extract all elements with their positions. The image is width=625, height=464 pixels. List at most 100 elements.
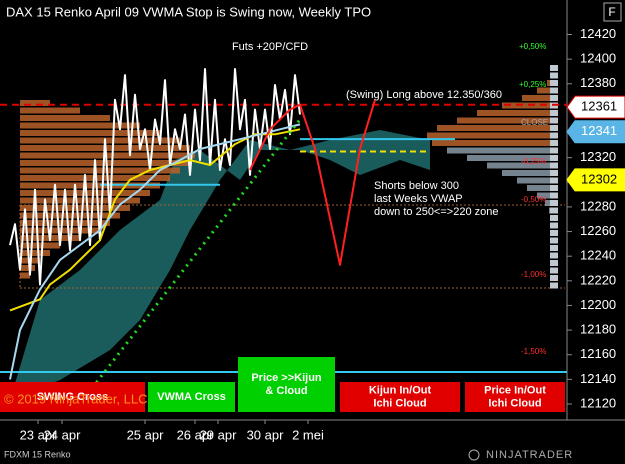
percent-label: -0,50%: [521, 195, 546, 204]
tpo-profile: [487, 162, 557, 169]
percent-label: -0,25%: [521, 157, 546, 166]
tpo-profile: [550, 230, 558, 236]
chart-title: DAX 15 Renko April 09 VWMA Stop is Swing…: [6, 4, 371, 19]
tpo-profile: [437, 125, 557, 131]
series-line: [9, 123, 301, 380]
tpo-profile: [550, 87, 558, 94]
x-tick-label: 24 apr: [44, 427, 82, 442]
price-marker-label: 12341: [581, 123, 617, 138]
tpo-profile: [550, 282, 558, 289]
tpo-profile: [550, 162, 558, 169]
series-line: [73, 118, 302, 412]
series-line: [249, 99, 376, 266]
signal-label: Kijun In/Out Ichi Cloud: [369, 384, 432, 409]
signal-label: Price >>Kijun & Cloud: [251, 372, 322, 397]
tpo-profile: [20, 197, 140, 204]
tpo-profile: [550, 267, 558, 274]
y-tick-label: 12320: [580, 149, 616, 164]
y-tick-label: 12240: [580, 248, 616, 263]
tpo-profile: [20, 137, 180, 144]
tpo-profile: [20, 190, 150, 196]
price-marker-label: 12302: [581, 171, 617, 186]
y-tick-label: 12220: [580, 272, 616, 287]
y-tick-label: 12180: [580, 322, 616, 337]
tpo-profile: [537, 87, 557, 94]
tpo-profile: [550, 245, 558, 251]
tpo-profile: [550, 80, 558, 86]
tpo-profile: [550, 110, 558, 116]
tpo-profile: [550, 207, 558, 214]
tpo-profile: [20, 227, 100, 234]
signal-box: [148, 382, 235, 412]
y-tick-label: 12120: [580, 395, 616, 410]
tpo-profile: [517, 177, 557, 184]
tpo-profile: [20, 182, 160, 189]
tpo-profile: [550, 95, 558, 101]
brand-logo: [468, 449, 480, 461]
percent-label: CLOSE: [521, 118, 548, 127]
tpo-profile: [550, 177, 558, 184]
x-tick-label: 30 apr: [247, 427, 285, 442]
tpo-profile: [522, 95, 557, 101]
x-tick-label: 25 apr: [127, 427, 165, 442]
series-line: [9, 68, 301, 286]
tpo-profile: [550, 125, 558, 131]
tpo-profile: [20, 205, 130, 211]
tpo-profile: [550, 192, 558, 199]
tpo-profile: [20, 115, 110, 121]
copyright: © 2019 NinjaTrader, LLC: [4, 391, 148, 406]
subtitle: Futs +20P/CFD: [232, 41, 308, 53]
percent-label: -1,50%: [521, 347, 546, 356]
tpo-profile: [20, 250, 50, 256]
signal-label: Price In/Out Ichi Cloud: [484, 384, 546, 409]
tpo-profile: [20, 152, 195, 159]
tpo-profile: [550, 132, 558, 139]
percent-label: +0,25%: [519, 80, 546, 89]
tpo-profile: [20, 220, 110, 226]
tpo-profile: [550, 147, 558, 154]
tpo-profile: [427, 132, 557, 139]
annotation: down to 250<=>220 zone: [374, 206, 498, 218]
signal-box: [465, 382, 565, 412]
tpo-profile: [550, 155, 558, 161]
x-tick-label: 2 mei: [292, 427, 324, 442]
tpo-profile: [20, 107, 80, 114]
tpo-profile: [477, 110, 557, 116]
instrument: FDXM 15 Renko: [4, 449, 71, 459]
tpo-profile: [550, 260, 558, 266]
tpo-profile: [550, 65, 558, 71]
x-tick-label: 29 apr: [200, 427, 238, 442]
price-marker: [566, 168, 625, 192]
percent-label: -1,00%: [521, 270, 546, 279]
y-tick-label: 12200: [580, 297, 616, 312]
tpo-profile: [457, 117, 557, 124]
signal-label: SWING Cross: [37, 391, 109, 403]
y-tick-label: 12260: [580, 223, 616, 238]
button[interactable]: [603, 2, 622, 22]
tpo-profile: [20, 272, 30, 279]
tpo-profile: [550, 275, 558, 281]
signal-box: [340, 382, 460, 412]
tpo-profile: [550, 140, 558, 146]
tpo-profile: [20, 100, 50, 106]
y-tick-label: 12140: [580, 371, 616, 386]
percent-label: +0,50%: [519, 42, 546, 51]
tpo-profile: [20, 130, 160, 136]
x-tick-label: 26 apr: [177, 427, 215, 442]
tpo-profile: [550, 252, 558, 259]
tpo-profile: [20, 242, 60, 249]
button-label[interactable]: F: [608, 5, 615, 19]
tpo-profile: [20, 167, 180, 174]
tpo-profile: [20, 212, 120, 219]
tpo-profile: [550, 117, 558, 124]
tpo-profile: [502, 170, 557, 176]
annotation: (Swing) Long above 12.350/360: [346, 89, 502, 101]
tpo-profile: [20, 160, 190, 166]
tpo-profile: [550, 72, 558, 79]
price-marker-label: 12361: [581, 99, 617, 114]
y-tick-label: 12280: [580, 198, 616, 213]
y-tick-label: 12420: [580, 26, 616, 41]
tpo-profile: [537, 192, 557, 199]
y-tick-label: 12380: [580, 75, 616, 90]
